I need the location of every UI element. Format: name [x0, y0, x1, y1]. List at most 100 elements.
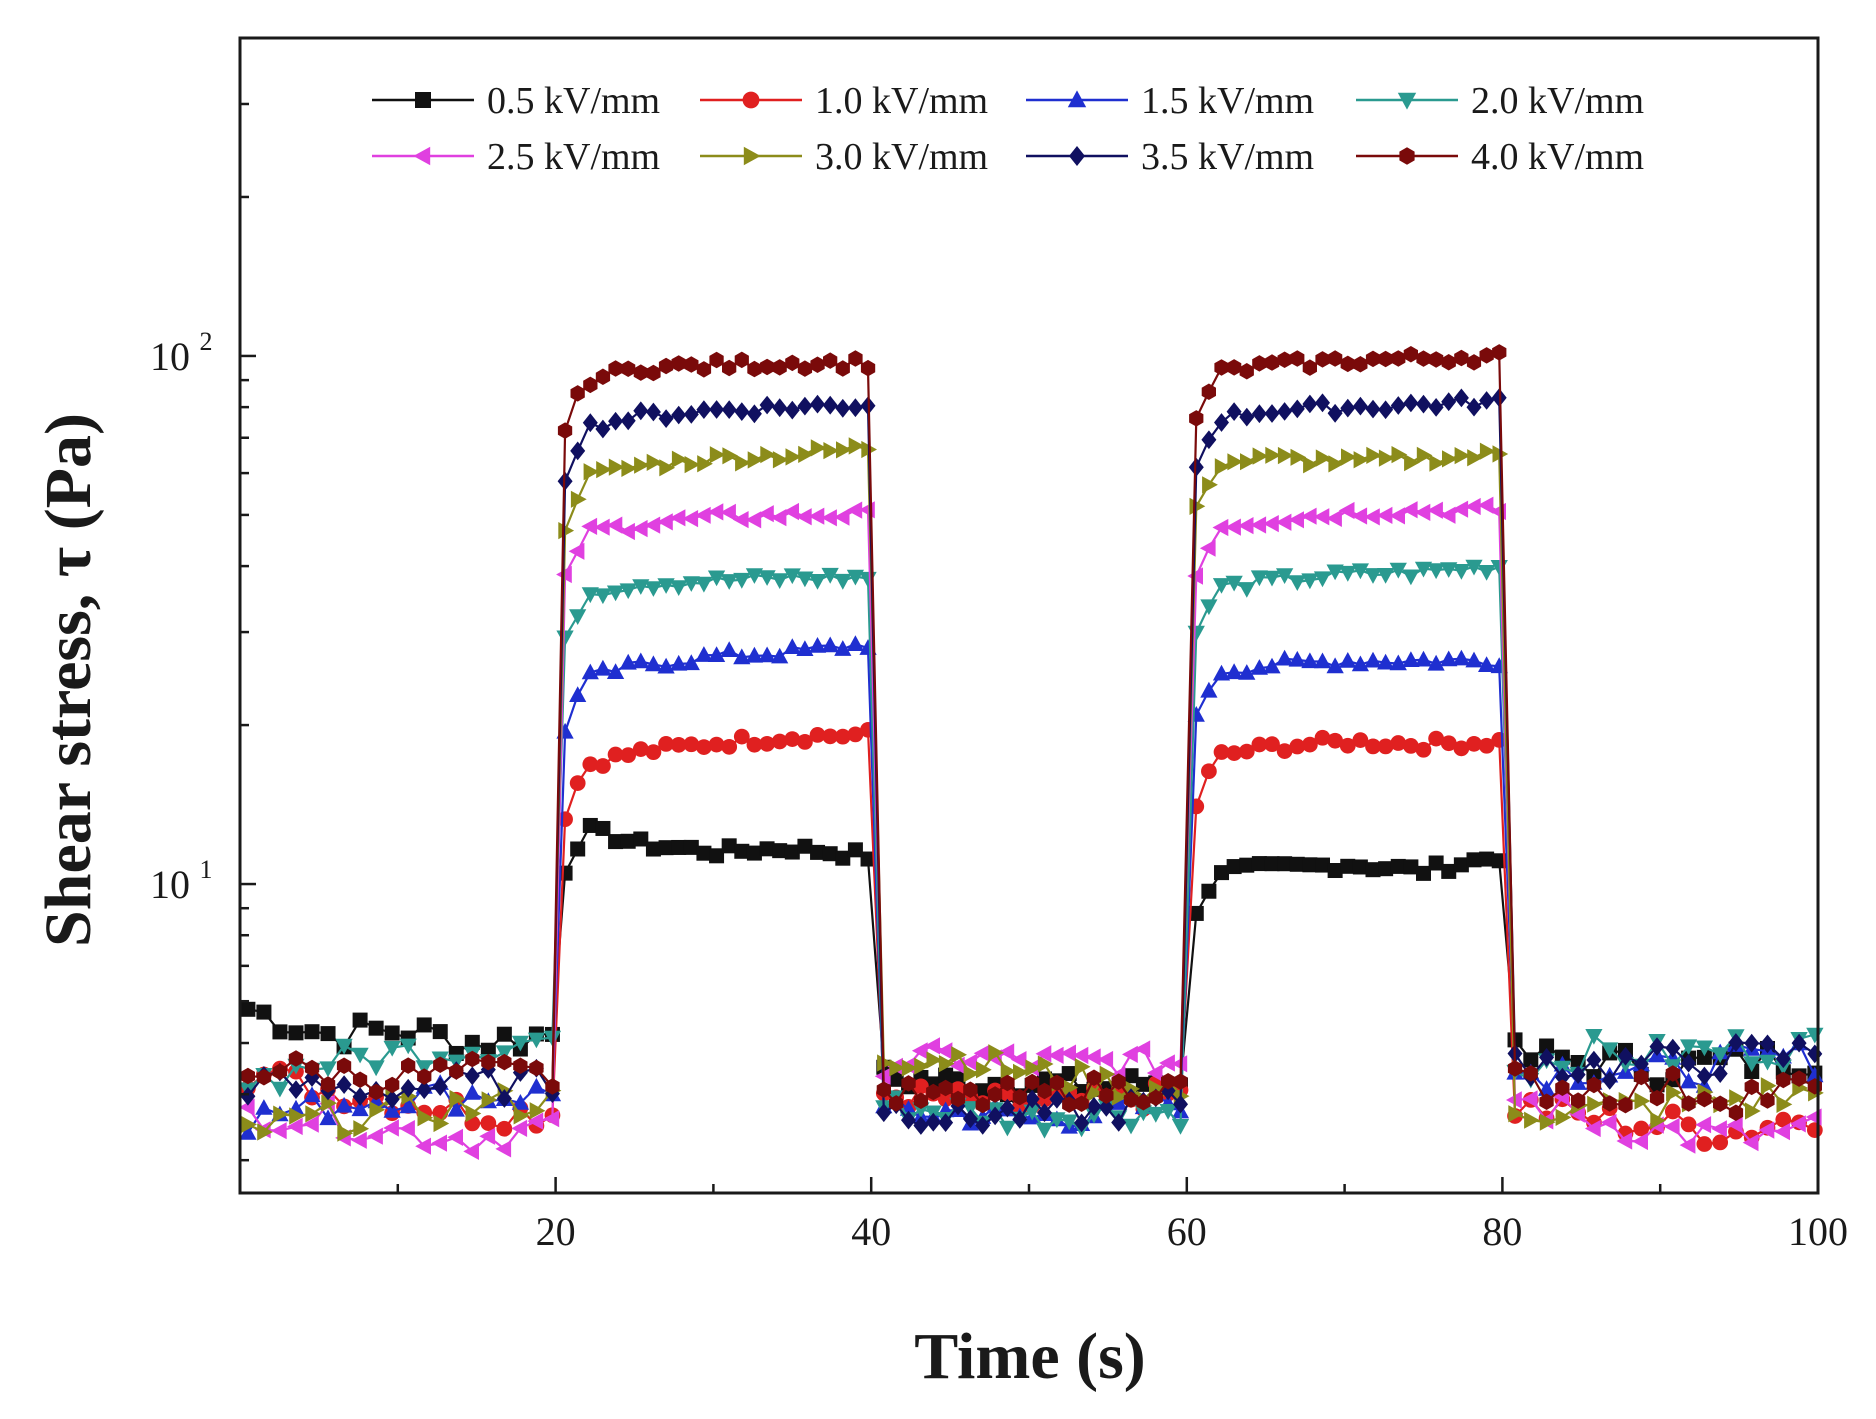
data-point [1791, 1070, 1807, 1087]
data-point [1240, 453, 1256, 471]
data-point [758, 505, 774, 523]
data-point [1570, 1065, 1586, 1084]
data-point [1111, 1073, 1126, 1090]
data-point [1414, 503, 1431, 521]
data-point [795, 508, 812, 526]
data-point [798, 445, 814, 463]
data-point [889, 1095, 904, 1112]
data-point [1440, 650, 1458, 667]
data-point [1328, 455, 1345, 473]
data-point [606, 585, 625, 602]
data-point [271, 1081, 289, 1098]
data-point [1390, 396, 1406, 415]
data-point [1290, 448, 1307, 466]
data-point [1555, 1108, 1572, 1126]
data-point [1060, 1114, 1078, 1131]
data-point [1465, 559, 1483, 576]
data-point [1414, 561, 1433, 578]
data-point [595, 368, 611, 385]
data-point [1791, 1033, 1807, 1053]
data-point [722, 447, 739, 465]
data-point [1277, 446, 1294, 465]
data-point [1313, 652, 1332, 669]
data-point [1378, 350, 1393, 368]
data-point [1214, 359, 1229, 376]
data-point [1364, 508, 1380, 526]
data-point [384, 1089, 400, 1109]
data-point [833, 508, 850, 526]
data-point [583, 463, 600, 481]
data-point [1587, 1095, 1603, 1113]
data-point [646, 453, 663, 471]
data-point [570, 490, 587, 508]
data-point [529, 1059, 544, 1077]
data-point [1728, 1033, 1744, 1052]
data-point [1650, 1111, 1666, 1130]
data-point [1188, 457, 1204, 477]
data-point [925, 1112, 941, 1132]
data-point [1237, 517, 1254, 535]
data-point [657, 657, 675, 674]
data-point [1390, 735, 1407, 751]
data-point [1466, 354, 1482, 371]
legend-label: 1.5 kV/mm [1141, 80, 1314, 122]
data-point [1226, 859, 1242, 875]
data-point [821, 509, 837, 527]
data-point [1012, 1088, 1027, 1106]
data-point [1201, 883, 1217, 899]
data-point [1147, 1106, 1165, 1123]
data-point [1161, 1073, 1176, 1090]
data-point [570, 441, 586, 461]
data-point [480, 1115, 497, 1131]
data-point [1250, 570, 1268, 587]
data-point [1087, 1084, 1103, 1102]
data-point [1013, 1063, 1029, 1081]
data-point [1313, 508, 1330, 526]
data-point [721, 838, 737, 854]
data-point [1760, 1077, 1777, 1095]
data-point [1010, 1051, 1027, 1069]
data-point [1074, 1058, 1091, 1076]
data-point [1377, 653, 1395, 670]
data-point [962, 1109, 978, 1129]
data-point [670, 580, 688, 596]
data-point [1339, 737, 1356, 754]
data-point [797, 734, 813, 750]
data-point [1742, 1134, 1759, 1152]
data-point [1212, 664, 1231, 681]
data-point [1074, 1113, 1090, 1133]
data-point [1404, 453, 1420, 472]
data-point [669, 509, 686, 527]
data-point [595, 820, 611, 836]
data-point [783, 638, 801, 654]
data-point [987, 1106, 1003, 1126]
data-point [658, 409, 674, 428]
data-point [1365, 399, 1381, 419]
data-point [1478, 737, 1495, 754]
data-point [645, 402, 661, 422]
data-point [696, 739, 712, 755]
data-point [1341, 448, 1357, 466]
data-point [848, 350, 863, 367]
data-point [1452, 649, 1470, 666]
data-point [1726, 1116, 1743, 1134]
data-point [1402, 651, 1420, 667]
data-point [1314, 729, 1331, 746]
data-point [1173, 1073, 1188, 1090]
data-point [797, 360, 813, 377]
data-point [1633, 1054, 1649, 1074]
data-point [949, 1056, 965, 1074]
data-point [581, 587, 599, 604]
data-point [1300, 507, 1317, 525]
data-point [1352, 396, 1368, 416]
data-point [481, 1053, 496, 1071]
data-point [621, 459, 638, 477]
data-point [1681, 1053, 1697, 1073]
data-point [645, 841, 661, 857]
data-point [1680, 1039, 1698, 1056]
data-point [657, 578, 675, 594]
legend-item: 2.0 kV/mm [1356, 80, 1644, 122]
data-point [1539, 1093, 1554, 1110]
data-point [682, 654, 700, 671]
data-point [734, 351, 749, 369]
